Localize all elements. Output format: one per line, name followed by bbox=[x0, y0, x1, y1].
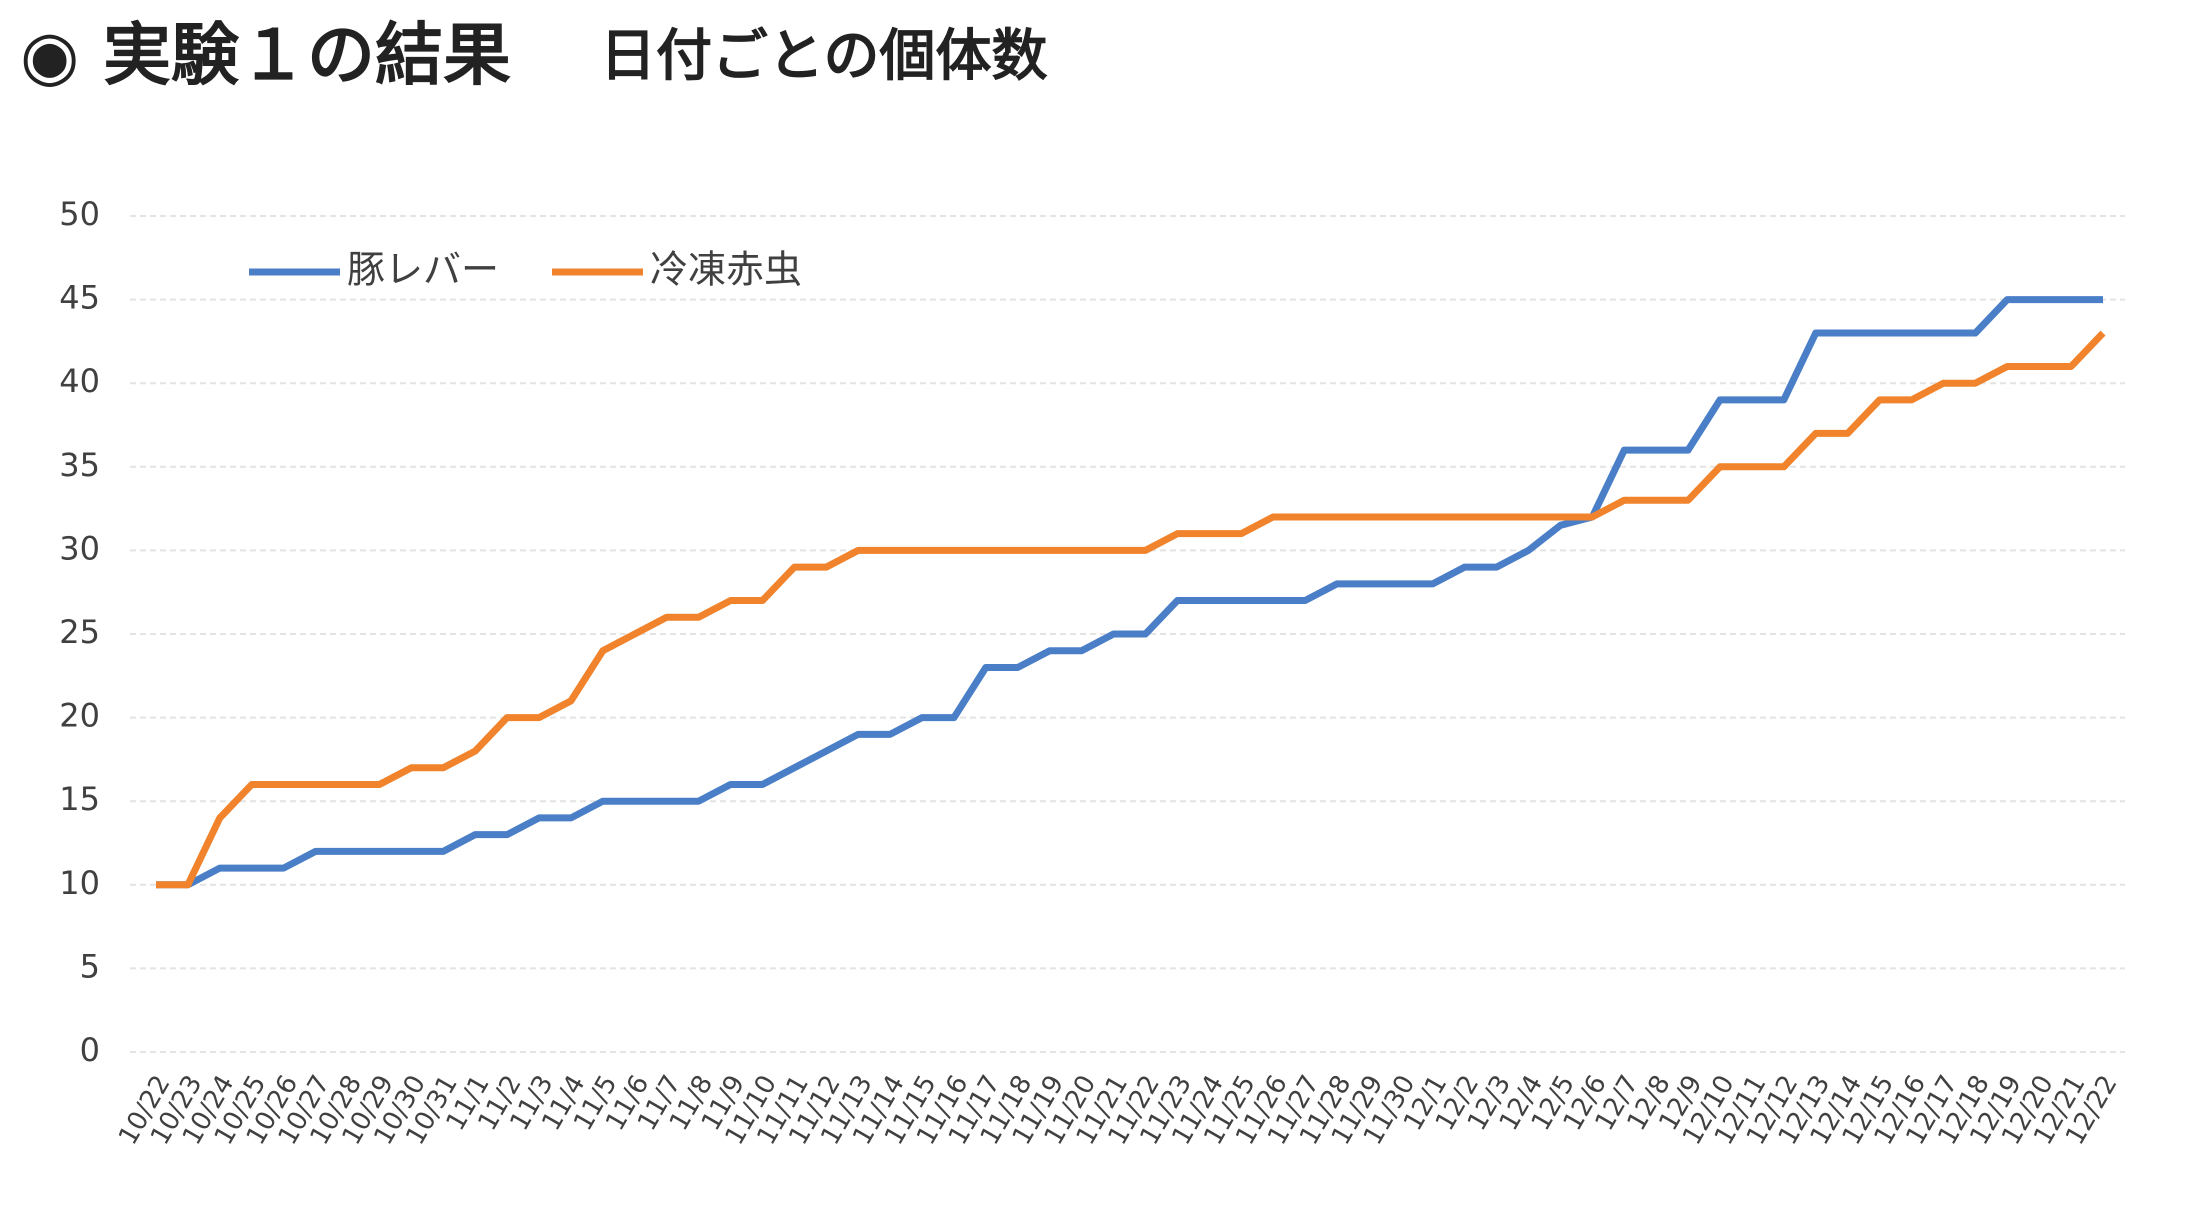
data-line bbox=[156, 296, 2103, 889]
y-tick-label: 5 bbox=[80, 947, 100, 985]
legend-label: 豚レバー bbox=[347, 248, 499, 292]
y-tick-label: 45 bbox=[59, 279, 100, 317]
legend-label: 冷凍赤虫 bbox=[650, 248, 802, 292]
y-tick-label: 0 bbox=[80, 1031, 100, 1069]
data-line bbox=[156, 330, 2106, 889]
y-tick-label: 10 bbox=[59, 864, 100, 902]
y-tick-label: 50 bbox=[59, 195, 100, 233]
chart-title: ◉ 実験１の結果 bbox=[20, 17, 511, 96]
chart-subtitle: 日付ごとの個体数 bbox=[600, 24, 1047, 89]
y-tick-label: 15 bbox=[59, 780, 100, 818]
y-tick-label: 20 bbox=[59, 697, 100, 735]
y-tick-label: 30 bbox=[59, 529, 100, 567]
y-tick-label: 35 bbox=[59, 446, 100, 484]
y-tick-label: 25 bbox=[59, 613, 100, 651]
y-tick-label: 40 bbox=[59, 362, 100, 400]
